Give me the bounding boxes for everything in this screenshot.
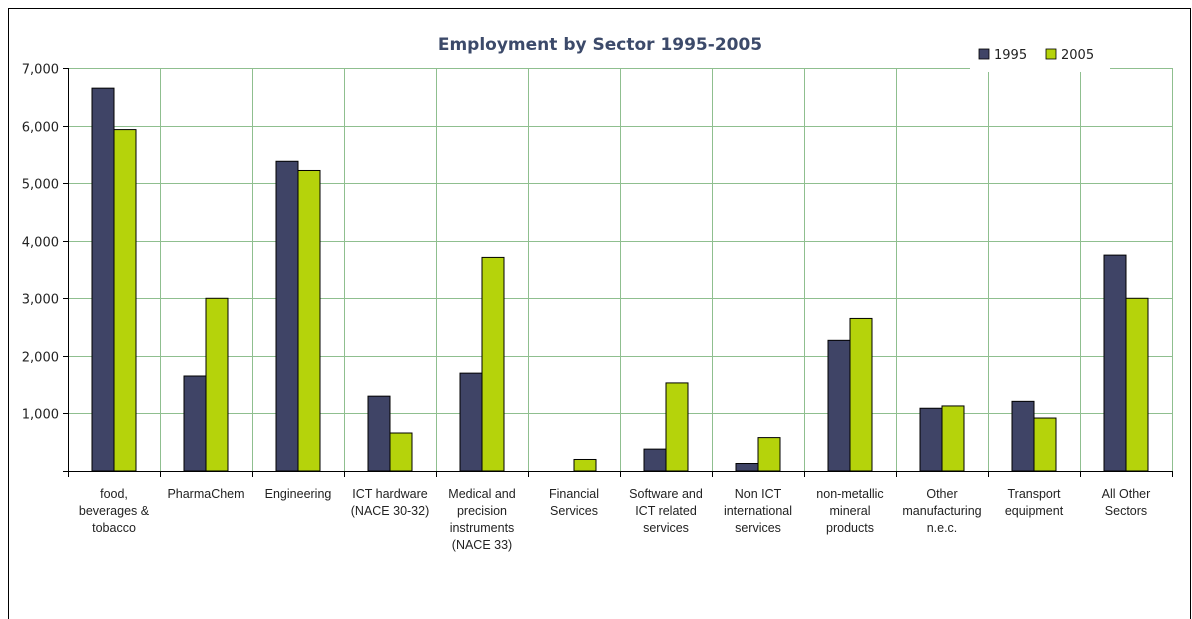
y-tick-label: 4,000 — [22, 236, 59, 251]
bar-1995-7 — [735, 463, 759, 472]
x-tick-label-line: manufacturing — [902, 504, 981, 518]
chart-frame — [8, 8, 1191, 619]
bar-2005-2 — [297, 169, 321, 472]
bar-2005-4 — [481, 256, 505, 472]
x-tick-label-line: ICT related — [635, 504, 697, 518]
bar-1995-4 — [459, 372, 483, 472]
bar-2005-0 — [113, 129, 137, 472]
x-tick-label-line: services — [643, 521, 689, 535]
bar-1995-6 — [643, 448, 667, 472]
x-tick-label-line: international — [724, 504, 792, 518]
x-tick-label-line: n.e.c. — [927, 521, 958, 535]
bar-1995-0 — [91, 87, 115, 472]
bar-1995-11 — [1103, 254, 1127, 472]
x-tick-label-line: (NACE 33) — [452, 538, 512, 552]
bar-1995-2 — [275, 160, 299, 472]
legend: 1995 2005 — [970, 40, 1110, 72]
x-tick-label-line: ICT hardware — [352, 487, 428, 501]
x-tick-label: Engineering — [265, 487, 332, 501]
x-tick-label-line: beverages & — [79, 504, 150, 518]
y-tick-label: 2,000 — [22, 351, 59, 366]
bar-1995-9 — [919, 407, 943, 472]
bar-1995-1 — [183, 375, 207, 472]
x-tick-label-line: Financial — [549, 487, 599, 501]
x-tick-label: Financial Services — [549, 487, 599, 518]
bar-1995-3 — [367, 395, 391, 472]
x-tick-label: All Other Sectors — [1102, 487, 1151, 518]
x-tick-label: Transport equipment — [1005, 487, 1064, 518]
x-tick-label-line: Non ICT — [735, 487, 782, 501]
x-tick-label-line: tobacco — [92, 521, 136, 535]
y-tick-label: 1,000 — [22, 408, 59, 423]
x-tick-label-line: precision — [457, 504, 507, 518]
bar-2005-6 — [665, 382, 689, 472]
x-tick-label-line: Services — [550, 504, 598, 518]
x-tick-label: Medical and precision instruments (NACE 33) — [448, 487, 515, 552]
x-tick-label-line: food, — [100, 487, 128, 501]
x-tick-label-line: (NACE 30-32) — [351, 504, 430, 518]
x-tick-label-line: non-metallic — [816, 487, 883, 501]
bar-2005-1 — [205, 297, 229, 472]
legend-label-1995: 1995 — [994, 48, 1027, 63]
x-tick-label-line: Other — [926, 487, 957, 501]
y-tick-label: 7,000 — [22, 63, 59, 78]
x-tick-label-line: equipment — [1005, 504, 1064, 518]
x-tick-label: PharmaChem — [167, 487, 244, 501]
x-tick-label-line: Sectors — [1105, 504, 1147, 518]
x-tick-label-line: Medical and — [448, 487, 515, 501]
title-background — [390, 28, 808, 58]
bar-1995-10 — [1011, 400, 1035, 472]
bar-2005-7 — [757, 437, 781, 472]
x-tick-label: ICT hardware (NACE 30-32) — [351, 487, 430, 518]
bar-2005-11 — [1125, 297, 1149, 472]
x-tick-label-line: services — [735, 521, 781, 535]
x-tick-label: Other manufacturing n.e.c. — [902, 487, 981, 535]
legend-swatch-1995 — [978, 48, 990, 60]
bar-2005-9 — [941, 405, 965, 472]
y-tick-label: 5,000 — [22, 178, 59, 193]
y-tick-label: 3,000 — [22, 293, 59, 308]
x-tick-label-line: mineral — [830, 504, 871, 518]
x-tick-label: food, beverages & tobacco — [79, 487, 150, 535]
bar-2005-5 — [573, 458, 597, 472]
x-tick-label: non-metallic mineral products — [816, 487, 883, 535]
bar-1995-8 — [827, 339, 851, 472]
x-tick-label-line: instruments — [450, 521, 515, 535]
bar-2005-8 — [849, 317, 873, 472]
x-tick-label-line: Engineering — [265, 487, 332, 501]
x-tick-label: Software and ICT related services — [629, 487, 703, 535]
x-tick-label-line: products — [826, 521, 874, 535]
x-tick-label-line: PharmaChem — [167, 487, 244, 501]
chart-title: Employment by Sector 1995-2005 — [438, 35, 762, 55]
bar-2005-3 — [389, 432, 413, 472]
legend-background — [970, 40, 1110, 72]
x-tick-label-line: Software and — [629, 487, 703, 501]
x-tick-label: Non ICT international services — [724, 487, 792, 535]
y-tick-label: 6,000 — [22, 121, 59, 136]
legend-label-2005: 2005 — [1061, 48, 1094, 63]
x-tick-label-line: All Other — [1102, 487, 1151, 501]
legend-swatch-2005 — [1045, 48, 1057, 60]
x-tick-label-line: Transport — [1007, 487, 1061, 501]
bar-2005-10 — [1033, 417, 1057, 472]
